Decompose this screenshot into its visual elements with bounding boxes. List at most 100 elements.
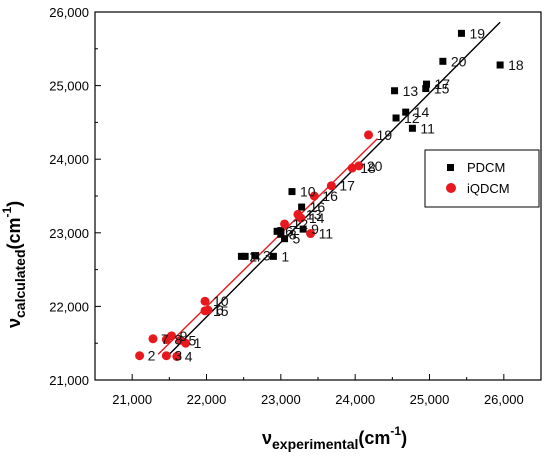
pdcm-point: [439, 57, 447, 65]
iqdcm-point: [326, 181, 336, 191]
iqdcm-point: [309, 191, 319, 201]
pdcm-point-label: 1: [281, 248, 289, 264]
iqdcm-fit-line: [157, 138, 378, 355]
y-axis-title: νcalculated(cm-1): [0, 201, 28, 328]
legend-box: [424, 149, 540, 208]
pdcm-point: [402, 108, 410, 116]
iqdcm-point-label: 17: [339, 178, 355, 194]
pdcm-point-label: 8: [289, 226, 297, 242]
pdcm-point: [423, 80, 431, 88]
y-axis: 21,000 22,000 23,000 24,000 25,000 26,000: [49, 5, 101, 388]
pdcm-point: [277, 227, 285, 235]
pdcm-point: [408, 124, 416, 132]
x-tick-label: 22,000: [187, 392, 227, 407]
pdcm-point-label: 3: [263, 248, 271, 264]
iqdcm-point-label: 14: [309, 210, 325, 226]
iqdcm-point-label: 12: [293, 216, 309, 232]
legend-label-iqdcm: iQDCM: [467, 181, 510, 196]
iqdcm-point-label: 15: [213, 303, 229, 319]
iqdcm-point: [161, 351, 171, 361]
iqdcm-point-label: 19: [377, 127, 393, 143]
pdcm-point-label: 18: [508, 57, 524, 73]
y-tick-label: 23,000: [49, 226, 89, 241]
iqdcm-point-label: 11: [319, 226, 334, 242]
pdcm-point: [251, 252, 259, 260]
iqdcm-point: [296, 213, 306, 223]
iqdcm-point-label: 8: [174, 332, 182, 348]
x-axis-title: νexperimental(cm-1): [262, 424, 407, 452]
y-tick-label: 24,000: [49, 152, 89, 167]
pdcm-point: [457, 29, 465, 37]
iqdcm-point-label: 9: [180, 328, 188, 344]
x-tick-label: 26,000: [484, 392, 524, 407]
pdcm-point-label: 4: [253, 248, 261, 264]
pdcm-point: [391, 87, 399, 95]
iqdcm-point-label: 5: [188, 332, 196, 348]
pdcm-point: [496, 61, 504, 69]
pdcm-point-label: 7: [289, 223, 297, 239]
pdcm-point-label: 20: [451, 53, 467, 69]
y-tick-label: 25,000: [49, 79, 89, 94]
legend-marker-pdcm: [447, 164, 454, 171]
pdcm-point: [273, 227, 281, 235]
iqdcm-point: [200, 306, 210, 316]
pdcm-point: [288, 188, 296, 196]
pdcm-point-label: 2: [249, 248, 257, 264]
pdcm-point-label: 14: [414, 104, 430, 120]
pdcm-point: [392, 114, 400, 122]
iqdcm-point-label: 1: [194, 335, 202, 351]
pdcm-point: [422, 85, 430, 93]
iqdcm-point: [175, 335, 185, 345]
iqdcm-point-label: 18: [360, 160, 376, 176]
iqdcm-point-label: 2: [148, 348, 156, 364]
pdcm-point-label: 12: [404, 110, 420, 126]
iqdcm-point-label: 4: [185, 348, 193, 364]
legend: PDCM iQDCM: [424, 149, 540, 208]
pdcm-point: [241, 252, 249, 260]
iqdcm-point: [354, 161, 364, 171]
legend-label-pdcm: PDCM: [467, 160, 505, 175]
pdcm-point-label: 6: [285, 223, 293, 239]
pdcm-point-label: 5: [293, 231, 301, 247]
iqdcm-point-label: 13: [306, 206, 322, 222]
x-tick-label: 25,000: [410, 392, 450, 407]
iqdcm-point-label: 20: [367, 158, 383, 174]
x-tick-label: 24,000: [335, 392, 375, 407]
x-tick-label: 23,000: [261, 392, 301, 407]
iqdcm-point-label: 6: [216, 302, 224, 318]
iqdcm-point: [364, 130, 374, 140]
pdcm-point: [299, 225, 307, 233]
pdcm-point: [237, 252, 245, 260]
pdcm-point: [269, 252, 277, 260]
pdcm-point-label: 11: [420, 120, 435, 136]
pdcm-point-label: 13: [403, 83, 419, 99]
pdcm-point: [277, 230, 285, 238]
iqdcm-point: [135, 351, 145, 361]
iqdcm-point-label: 3: [174, 348, 182, 364]
pdcm-point-label: 17: [435, 76, 451, 92]
iqdcm-point: [167, 331, 177, 341]
iqdcm-point-label: 10: [213, 293, 229, 309]
iqdcm-point-label: 16: [322, 188, 338, 204]
legend-marker-iqdcm: [446, 183, 456, 193]
pdcm-point: [298, 203, 306, 211]
iqdcm-point: [280, 219, 290, 229]
y-tick-label: 26,000: [49, 5, 89, 20]
pdcm-point-label: 16: [310, 199, 326, 215]
pdcm-point-label: 19: [469, 25, 485, 41]
iqdcm-point: [306, 229, 316, 239]
pdcm-point-label: 9: [311, 221, 319, 237]
pdcm-point: [281, 235, 289, 243]
y-tick-label: 22,000: [49, 299, 89, 314]
x-tick-label: 21,000: [112, 392, 152, 407]
iqdcm-point: [172, 351, 182, 361]
iqdcm-point: [148, 334, 158, 344]
x-axis: 21,000 22,000 23,000 24,000 25,000 26,000: [94, 374, 524, 407]
pdcm-point-label: 10: [300, 184, 316, 200]
y-tick-label: 21,000: [49, 373, 89, 388]
iqdcm-point-label: 7: [161, 331, 169, 347]
iqdcm-point: [200, 296, 210, 306]
pdcm-point-label: 15: [434, 81, 450, 97]
